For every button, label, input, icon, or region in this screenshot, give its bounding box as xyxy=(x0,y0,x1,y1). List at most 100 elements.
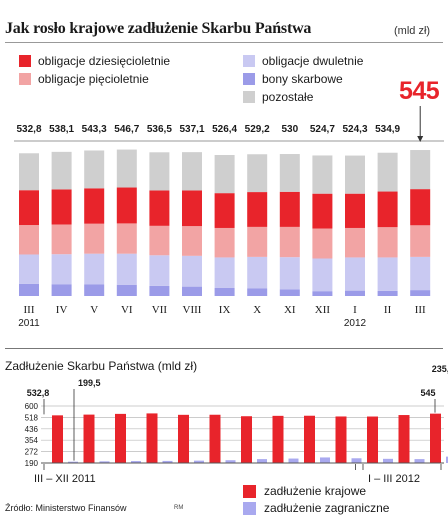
bar-segment xyxy=(410,256,431,291)
total-label: 526,4 xyxy=(212,124,237,135)
domestic-bar xyxy=(398,415,410,463)
category-label: III xyxy=(24,304,35,316)
total-label: 529,2 xyxy=(245,124,270,135)
bar-segment xyxy=(182,152,202,191)
bar-segment xyxy=(182,226,202,256)
category-label: VII xyxy=(152,304,168,316)
bar-segment xyxy=(182,190,202,227)
bar-segment xyxy=(345,227,365,258)
category-label: VIII xyxy=(183,304,202,316)
bar-segment xyxy=(279,289,300,296)
bar-segment xyxy=(19,190,39,226)
bar-segment xyxy=(410,225,431,257)
period-label-2012: I – III 2012 xyxy=(368,473,420,485)
bar-segment xyxy=(84,284,105,296)
bar-segment xyxy=(19,283,39,296)
total-label: 524,7 xyxy=(310,124,335,135)
y-tick-label: 518 xyxy=(25,413,39,422)
domestic-bar xyxy=(83,414,95,463)
bar-segment xyxy=(116,284,137,296)
bar-segment xyxy=(410,150,431,190)
external-bar xyxy=(320,457,330,463)
legend-swatch-two-year xyxy=(243,55,255,67)
external-bar xyxy=(194,460,204,463)
bar-segment xyxy=(312,258,333,292)
domestic-bar xyxy=(178,414,189,463)
legend-treasury-bills: bony skarbowe xyxy=(243,72,343,86)
bar-segment xyxy=(116,253,137,285)
legend-swatch-ten-year xyxy=(19,55,31,67)
bar-segment xyxy=(214,257,235,288)
title-divider xyxy=(5,42,443,43)
bar-segment xyxy=(182,286,202,296)
bar-segment xyxy=(84,188,105,224)
y-tick-label: 436 xyxy=(25,425,39,434)
bar-segment xyxy=(345,290,365,296)
bar-segment xyxy=(149,285,170,296)
chart-title: Jak rosło krajowe zadłużenie Skarbu Pańs… xyxy=(5,20,312,37)
y-tick-label: 190 xyxy=(25,459,39,468)
external-bar xyxy=(383,458,393,463)
external-bar xyxy=(162,460,173,463)
bar-segment xyxy=(279,191,300,227)
bar-segment xyxy=(51,189,72,225)
category-label: I xyxy=(353,304,357,316)
period-label-2011: III – XII 2011 xyxy=(34,473,96,485)
category-label: V xyxy=(90,304,98,316)
year-label: 2011 xyxy=(18,318,40,329)
bar-segment xyxy=(182,255,202,287)
legend-domestic: zadłużenie krajowe xyxy=(243,484,366,498)
bar-segment xyxy=(345,155,365,194)
total-label: 543,3 xyxy=(82,124,107,135)
bar-segment xyxy=(247,288,268,296)
bar-segment xyxy=(116,149,137,188)
value-annotation: 532,8 xyxy=(27,388,50,398)
year-label: 2012 xyxy=(344,318,367,329)
external-bar xyxy=(131,461,141,463)
bar-segment xyxy=(312,155,333,194)
author-credit: RM xyxy=(174,505,184,511)
bar-segment xyxy=(377,227,398,258)
bar-segment xyxy=(116,223,137,254)
value-annotation: 235,9 xyxy=(432,364,448,374)
total-label: 537,1 xyxy=(179,124,204,135)
bar-segment xyxy=(51,254,72,285)
domestic-bar xyxy=(146,413,158,463)
domestic-bar xyxy=(304,415,315,463)
bar-segment xyxy=(19,153,39,191)
domestic-bar xyxy=(335,416,347,463)
external-bar xyxy=(351,458,362,463)
category-label: XII xyxy=(315,304,331,316)
category-label: VI xyxy=(121,304,133,316)
legend-label-two-year: obligacje dwuletnie xyxy=(262,54,364,68)
bar-segment xyxy=(247,192,268,227)
legend-swatch-domestic xyxy=(243,484,256,498)
bar-segment xyxy=(345,193,365,228)
bar-segment xyxy=(312,228,333,259)
bar-segment xyxy=(149,152,170,191)
bar-segment xyxy=(377,290,398,296)
bar-segment xyxy=(214,155,235,194)
bar-segment xyxy=(279,154,300,192)
category-label: II xyxy=(384,304,392,316)
domestic-bar xyxy=(209,414,221,463)
bar-segment xyxy=(19,254,39,284)
bar-segment xyxy=(312,291,333,296)
legend-label-ten-year: obligacje dziesięcioletnie xyxy=(38,54,171,68)
highlight-value: 545 xyxy=(399,77,440,105)
legend-swatch-external xyxy=(243,501,256,515)
category-label: III xyxy=(415,304,426,316)
y-tick-label: 600 xyxy=(25,402,39,411)
bar-segment xyxy=(279,257,300,290)
bar-segment xyxy=(312,193,333,229)
category-label: XI xyxy=(284,304,296,316)
total-label: 538,1 xyxy=(49,124,74,135)
legend-label-treasury-bills: bony skarbowe xyxy=(262,72,343,86)
bar-segment xyxy=(51,151,72,190)
bar-segment xyxy=(116,187,137,224)
value-annotation: 199,5 xyxy=(78,378,101,388)
legend-other: pozostałe xyxy=(243,90,313,104)
bar-segment xyxy=(377,152,398,192)
bar-segment xyxy=(51,224,72,255)
total-label: 524,3 xyxy=(342,124,367,135)
